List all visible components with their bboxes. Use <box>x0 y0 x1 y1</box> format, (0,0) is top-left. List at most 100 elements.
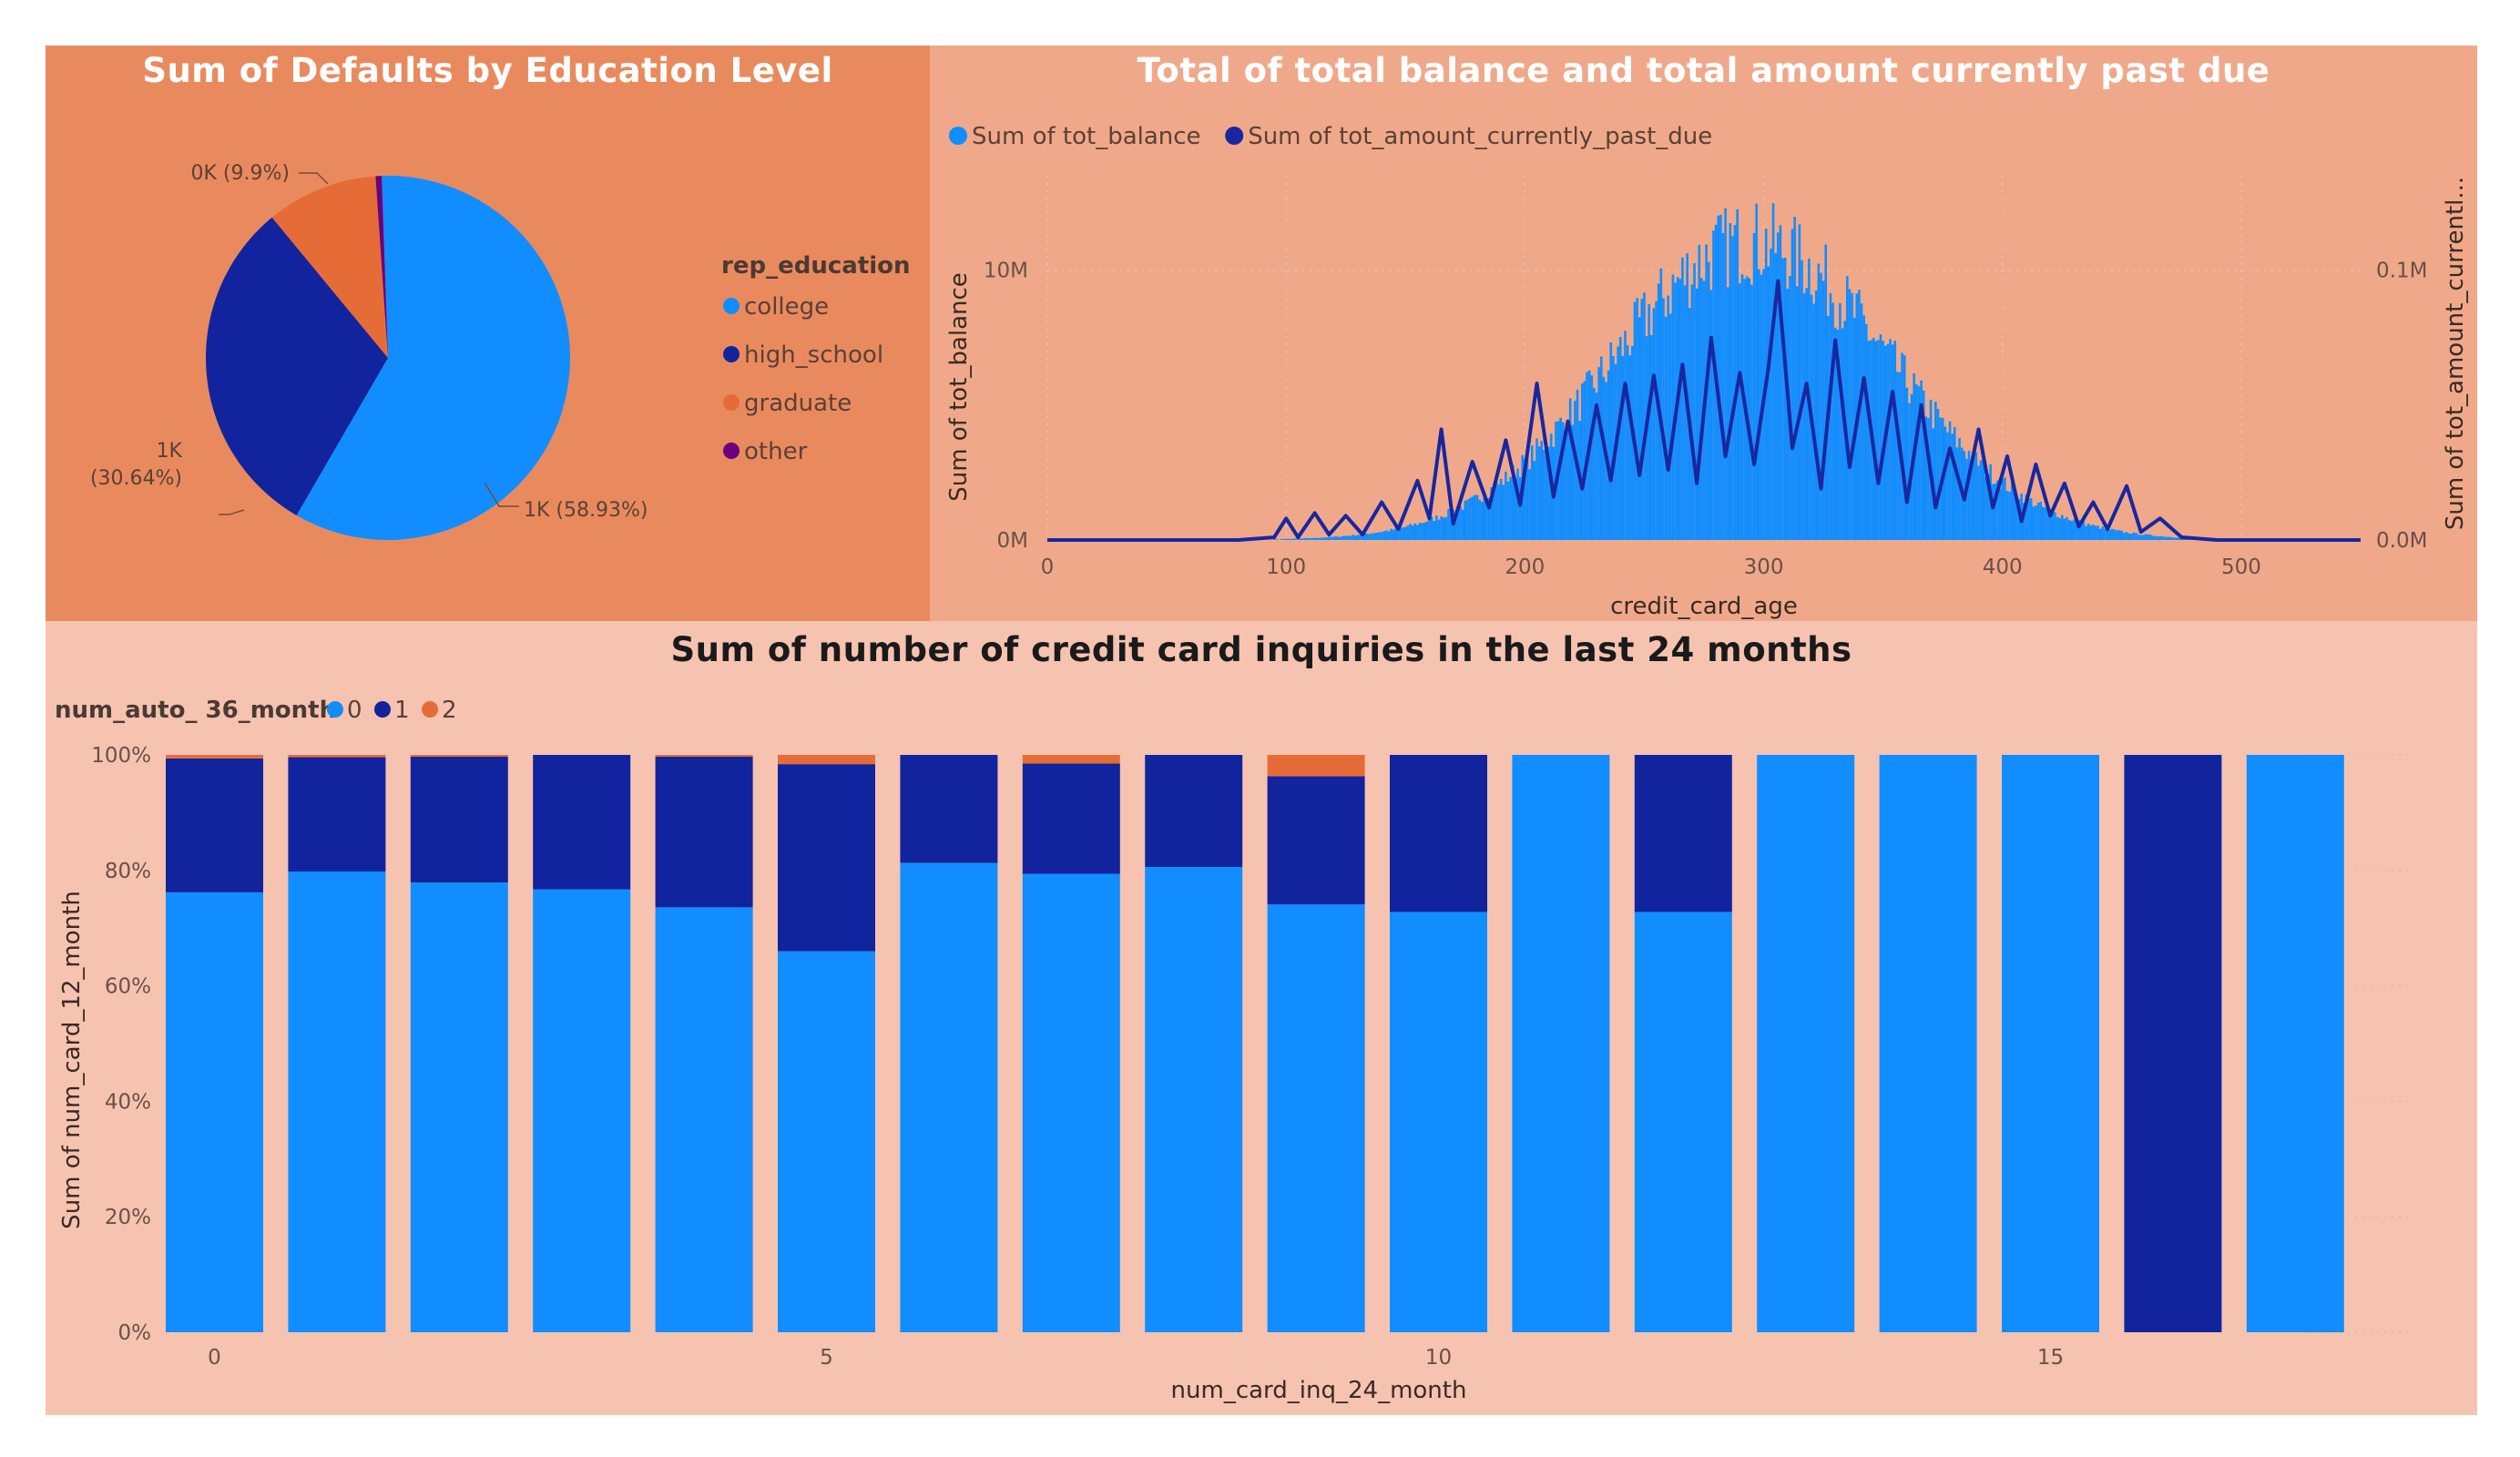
balance-bar <box>1944 426 1947 540</box>
balance-bar <box>1643 292 1646 540</box>
balance-bar <box>1864 323 1868 540</box>
bar-y-axis-title: Sum of num_card_12_month <box>58 891 86 1229</box>
balance-bar <box>1378 532 1381 540</box>
balance-bar <box>1435 515 1438 540</box>
balance-bar <box>1802 293 1806 540</box>
balance-bar <box>1805 288 1809 540</box>
balance-bar <box>1566 430 1569 540</box>
balance-bar <box>2044 507 2047 540</box>
balance-bar <box>1783 258 1787 540</box>
balance-bar <box>1294 538 1297 540</box>
line-y-tick-label: 10M <box>984 260 1028 283</box>
line-legend-marker-0 <box>949 127 967 145</box>
balance-bar <box>1375 532 1379 540</box>
balance-bar <box>1430 516 1433 540</box>
pie-data-label-graduate: 0K (9.9%) <box>191 162 290 185</box>
balance-bar <box>1905 387 1909 540</box>
balance-bar <box>1700 278 1703 540</box>
balance-bar <box>2154 535 2157 540</box>
balance-bar <box>1920 380 1923 540</box>
balance-bar <box>1982 458 1985 540</box>
balance-bar <box>1793 217 1796 540</box>
balance-bar <box>1824 244 1828 540</box>
balance-bar <box>1418 523 1422 540</box>
balance-bar <box>1721 232 1725 540</box>
balance-bar <box>1387 531 1391 540</box>
bar-segment-0 <box>410 882 508 1332</box>
bar-segment-1 <box>655 756 753 908</box>
balance-bar <box>1874 341 1878 540</box>
balance-bar <box>1831 302 1834 540</box>
balance-bar <box>1497 484 1500 540</box>
balance-bar <box>1662 298 1665 540</box>
balance-bar <box>1332 536 1335 540</box>
balance-bar <box>2058 518 2061 540</box>
balance-bar <box>1683 285 1687 540</box>
balance-bar <box>1511 464 1515 540</box>
balance-bar <box>1296 538 1300 540</box>
balance-bar <box>1965 458 1968 540</box>
bar-x-tick-label: 0 <box>208 1346 221 1370</box>
balance-bar <box>2116 530 2118 540</box>
balance-bar <box>2070 521 2074 540</box>
balance-bar <box>1667 295 1669 540</box>
balance-bar <box>1545 448 1548 540</box>
balance-bar <box>1731 236 1734 540</box>
balance-bar <box>1862 315 1865 540</box>
balance-bar <box>1328 536 1331 540</box>
balance-bar <box>1368 534 1372 540</box>
bar-segment-1 <box>533 755 631 890</box>
bar-y-tick-label: 0% <box>118 1321 152 1345</box>
line-x-tick-label: 300 <box>1744 555 1784 579</box>
balance-bar <box>2125 532 2128 540</box>
pie-leader-line-graduate <box>299 172 329 185</box>
bar-segment-0 <box>1634 912 1732 1332</box>
bar-segment-0 <box>166 892 263 1332</box>
balance-bar <box>1628 355 1632 540</box>
balance-bar <box>2039 501 2042 540</box>
line-y2-tick-label: 0.0M <box>2376 529 2427 553</box>
balance-bar <box>1342 535 1345 540</box>
balance-bar <box>1322 537 1326 540</box>
line-y2-tick-label: 0.1M <box>2376 260 2427 283</box>
balance-bar <box>1559 417 1562 540</box>
balance-bar <box>1284 538 1288 540</box>
balance-bar <box>1356 535 1360 540</box>
balance-bar <box>1306 537 1310 540</box>
balance-bar <box>1624 331 1627 540</box>
balance-bar <box>1645 336 1648 540</box>
balance-bar <box>1681 257 1684 540</box>
balance-bar <box>1595 392 1598 540</box>
balance-bar <box>2117 530 2121 540</box>
balance-bar <box>2085 525 2087 540</box>
balance-bar <box>1495 482 1498 540</box>
balance-bar <box>1440 516 1443 540</box>
balance-bar <box>1979 460 1983 540</box>
balance-bar <box>1390 528 1393 540</box>
balance-bar <box>1781 258 1784 540</box>
balance-bar <box>1609 342 1613 540</box>
balance-bar <box>1382 531 1385 540</box>
balance-bar <box>1299 538 1302 540</box>
bar-legend-label-2: 2 <box>442 697 457 724</box>
balance-bar <box>2089 525 2093 540</box>
balance-bar <box>1877 340 1880 540</box>
balance-bar <box>1363 533 1367 540</box>
balance-bar <box>1475 494 1479 540</box>
past-due-line <box>1047 279 2361 542</box>
balance-bar <box>1996 480 1999 540</box>
balance-bar <box>1836 330 1840 540</box>
balance-bar <box>1468 498 1472 540</box>
balance-bar <box>1330 536 1333 540</box>
balance-bar <box>2135 533 2137 540</box>
balance-bar <box>2111 528 2114 540</box>
bar-x-tick-label: 5 <box>820 1346 833 1370</box>
balance-bar <box>1795 286 1799 540</box>
balance-bar <box>1998 488 2002 540</box>
balance-bar <box>1311 537 1314 540</box>
balance-bar <box>1309 538 1311 540</box>
balance-bar <box>2148 535 2152 540</box>
bar-segment-0 <box>1512 755 1610 1332</box>
balance-bar <box>1752 232 1756 540</box>
balance-bar <box>1650 335 1653 540</box>
